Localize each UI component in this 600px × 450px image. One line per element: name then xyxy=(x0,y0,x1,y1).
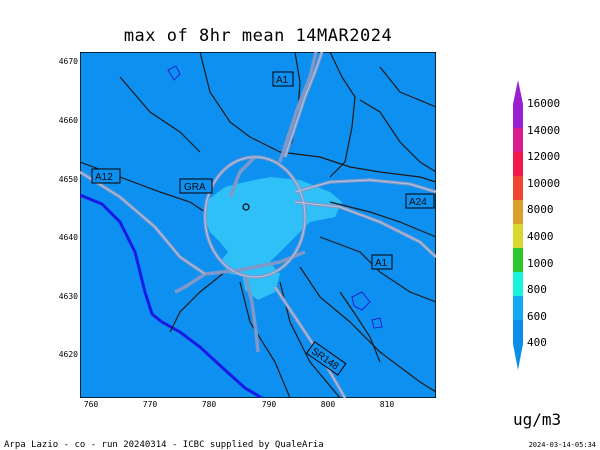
x-tick-label: 810 xyxy=(379,400,395,409)
colorbar-bottom-arrow xyxy=(513,344,523,370)
colorbar-label: 800 xyxy=(527,283,547,297)
colorbar-block xyxy=(513,128,523,152)
colorbar-block xyxy=(513,200,523,224)
coastline xyxy=(80,193,263,398)
colorbar-block xyxy=(513,224,523,248)
colorbar-label: 600 xyxy=(527,309,547,323)
colorbar-label: 4000 xyxy=(527,230,554,243)
map-title: max of 8hr mean 14MAR2024 xyxy=(123,26,393,46)
colorbar-block xyxy=(513,104,523,128)
run-timestamp: 2024-03-14-05:34 xyxy=(528,441,596,449)
lake-outline xyxy=(167,65,181,81)
x-tick-label: 800 xyxy=(320,400,336,409)
colorbar-label: 14000 xyxy=(527,123,561,137)
road-label-a12: A12 xyxy=(95,172,113,183)
colorbar-block xyxy=(513,248,523,272)
colorbar-label: 16000 xyxy=(527,97,561,110)
footer-credit: Arpa Lazio - co - run 20240314 - ICBC su… xyxy=(4,440,324,450)
city-centre-marker xyxy=(242,203,250,211)
colorbar-block xyxy=(513,320,523,344)
x-tick-label: 790 xyxy=(261,400,277,409)
y-tick-label: 4630 xyxy=(58,292,78,301)
road-label-a1-east: A1 xyxy=(375,258,388,269)
lake-outline-se xyxy=(371,317,383,329)
concentration-map: A1 A12 GRA A24 A1 SR148 xyxy=(80,52,436,398)
colorbar-label: 8000 xyxy=(527,203,554,217)
road-label-a1-north: A1 xyxy=(276,75,289,86)
x-tick-label: 770 xyxy=(142,400,158,409)
y-tick-label: 4640 xyxy=(58,233,78,242)
unit-label: ug/m3 xyxy=(513,410,562,429)
x-tick-label: 760 xyxy=(83,400,99,409)
colorbar-block xyxy=(513,176,523,200)
road-label-gra: GRA xyxy=(184,182,206,193)
colorbar-label: 1000 xyxy=(527,256,554,270)
y-tick-label: 4620 xyxy=(58,350,78,359)
y-tick-label: 4660 xyxy=(58,116,78,125)
boundaries xyxy=(80,52,436,398)
y-tick-label: 4650 xyxy=(58,175,78,184)
colorbar-block xyxy=(513,296,523,320)
colorbar xyxy=(513,80,523,370)
road-label-a24: A24 xyxy=(409,197,427,208)
lake-outline-east xyxy=(351,291,371,311)
colorbar-label: 400 xyxy=(527,336,547,350)
colorbar-block xyxy=(513,272,523,296)
x-tick-label: 780 xyxy=(201,400,217,409)
y-tick-label: 4670 xyxy=(58,57,78,66)
colorbar-label: 10000 xyxy=(527,176,561,190)
colorbar-label: 12000 xyxy=(527,150,561,164)
colorbar-block xyxy=(513,152,523,176)
colorbar-top-arrow xyxy=(513,80,523,104)
